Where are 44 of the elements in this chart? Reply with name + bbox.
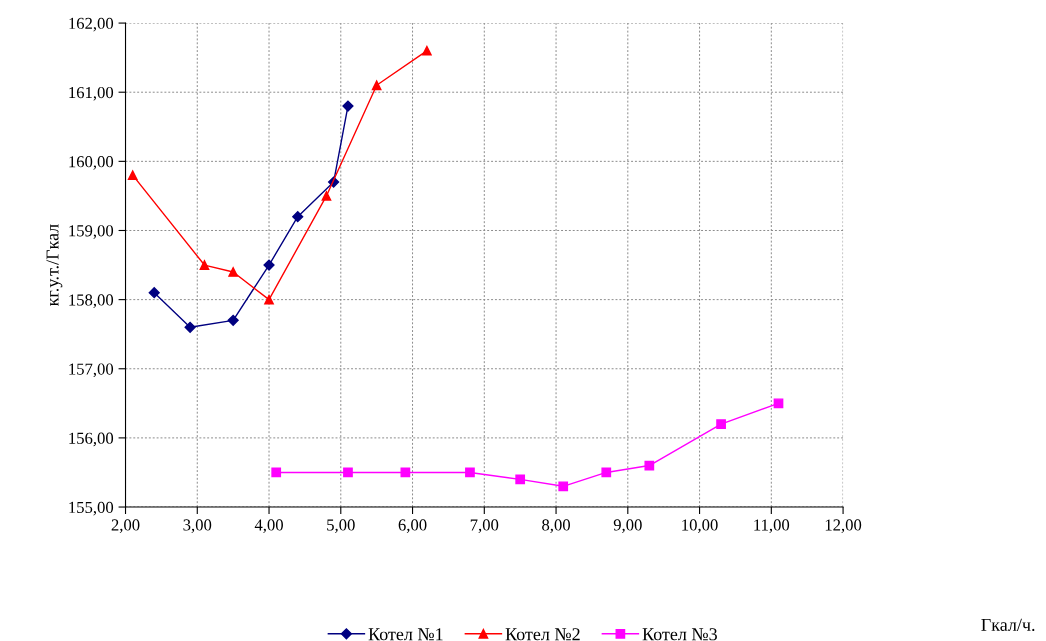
y-tick-label: 158,00 <box>69 294 114 308</box>
y-tick-label: 162,00 <box>69 17 114 32</box>
x-tick-label: 2,00 <box>111 519 140 533</box>
point <box>199 260 210 270</box>
text: Гкал/ч. <box>981 618 1035 631</box>
point <box>184 321 196 333</box>
legend-label: Котел №1 <box>368 628 443 641</box>
point <box>321 191 332 201</box>
x-tick-label: 9,00 <box>613 519 642 533</box>
x-tick-label: 8,00 <box>542 519 570 533</box>
point <box>127 170 138 181</box>
point <box>644 460 655 471</box>
x-tick-label: 10,00 <box>682 519 718 533</box>
legend-label: Котел №2 <box>505 628 580 641</box>
x-tick-label: 5,00 <box>327 519 355 533</box>
point <box>271 467 282 478</box>
x-tick-label: 3,00 <box>183 519 212 533</box>
point <box>371 80 382 91</box>
y-tick-label: 160,00 <box>69 156 114 170</box>
point <box>227 314 239 326</box>
point <box>422 45 432 56</box>
point <box>773 398 784 409</box>
point <box>292 211 304 223</box>
y-tick-label: 161,00 <box>69 86 114 101</box>
y-tick-label: 157,00 <box>69 363 114 378</box>
y-tick-label: 155,00 <box>69 501 114 516</box>
x-tick-label: 6,00 <box>398 519 427 533</box>
point <box>558 481 569 492</box>
point <box>148 287 160 299</box>
point <box>264 294 274 305</box>
point <box>716 419 726 429</box>
x-tick-label: 11,00 <box>754 519 790 533</box>
y-axis-title: кг.у.т./Гкал <box>46 224 63 307</box>
point <box>343 467 353 478</box>
point <box>515 474 526 485</box>
point <box>465 467 475 478</box>
point <box>228 267 239 277</box>
x-tick-label: 7,00 <box>470 519 499 533</box>
legend-label: Котел №3 <box>642 628 717 641</box>
y-tick-label: 159,00 <box>69 225 114 239</box>
point <box>601 467 612 478</box>
x-tick-label: 4,00 <box>254 519 283 533</box>
x-tick-label: 12,00 <box>825 519 862 533</box>
y-tick-label: 156,00 <box>69 432 114 447</box>
